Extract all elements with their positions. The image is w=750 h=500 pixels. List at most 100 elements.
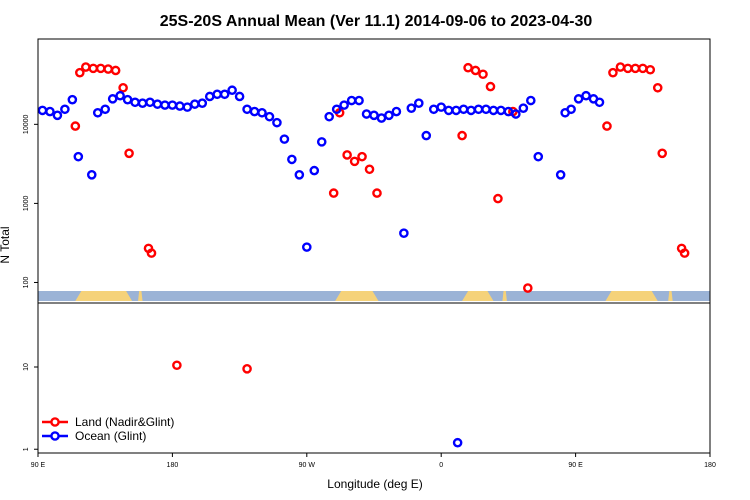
y-tick-label: 10 — [23, 363, 30, 371]
ocean-point — [369, 110, 379, 121]
ocean-point — [264, 111, 275, 122]
land-point — [602, 121, 612, 131]
ocean-point — [466, 105, 476, 116]
ocean-point — [45, 106, 55, 117]
ocean-point — [272, 117, 282, 128]
land-point — [470, 65, 481, 76]
legend-label: Ocean (Glint) — [75, 429, 146, 443]
ocean-point — [354, 95, 364, 106]
land-mask-segment — [462, 291, 494, 301]
ocean-point — [488, 105, 499, 116]
legend: Land (Nadir&Glint)Ocean (Glint) — [42, 415, 174, 443]
land-mask-segment — [668, 291, 673, 301]
ocean-point — [309, 165, 320, 176]
land-point — [523, 283, 533, 293]
ocean-point — [249, 106, 260, 117]
x-tick-label: 180 — [704, 462, 716, 469]
y-tick-label: 10000 — [23, 114, 30, 134]
ocean-point — [331, 104, 342, 115]
land-mask-segment — [502, 291, 507, 301]
ocean-point — [566, 104, 576, 115]
ocean-point — [175, 101, 185, 111]
ocean-point — [279, 134, 290, 144]
ocean-point — [107, 94, 118, 104]
x-axis-label: Longitude (deg E) — [327, 477, 422, 491]
y-tick-label: 100 — [23, 277, 30, 289]
ocean-point — [219, 89, 230, 100]
ocean-point — [145, 97, 155, 108]
ocean-point — [384, 110, 394, 121]
x-tick-label: 180 — [167, 462, 179, 469]
land-point — [103, 64, 113, 74]
ocean-point — [452, 437, 463, 448]
ocean-point — [294, 169, 305, 180]
land-point — [630, 63, 641, 74]
ocean-point — [436, 102, 447, 112]
ocean-point — [458, 104, 469, 115]
ocean-point — [100, 104, 110, 115]
ocean-point — [204, 91, 215, 102]
land-point — [652, 82, 663, 93]
ocean-point — [234, 91, 245, 102]
ocean-point — [451, 105, 461, 116]
ocean-point — [581, 90, 591, 101]
ocean-point — [481, 104, 491, 115]
land-point — [638, 63, 648, 74]
ocean-point — [511, 109, 521, 119]
ocean-point — [189, 99, 200, 109]
ocean-point — [167, 100, 178, 110]
land-point — [110, 65, 121, 76]
land-point — [463, 62, 473, 73]
land-point — [608, 67, 618, 78]
land-mask — [38, 291, 710, 301]
ocean-point — [242, 104, 252, 115]
land-point — [118, 82, 128, 93]
land-point — [342, 150, 352, 160]
land-point — [372, 188, 382, 198]
land-point — [349, 156, 360, 167]
y-tick-label: 1 — [23, 447, 30, 451]
ocean-point — [182, 102, 193, 112]
land-mask-segment — [138, 291, 143, 301]
ocean-point — [594, 97, 605, 108]
ocean-point — [555, 169, 566, 180]
land-point — [657, 148, 668, 159]
x-tick-label: 90 W — [299, 462, 316, 469]
land-point — [75, 67, 85, 78]
land-point — [357, 151, 367, 162]
ocean-point — [137, 98, 148, 109]
land-mask-segment — [75, 291, 133, 301]
ocean-point — [421, 130, 432, 141]
ocean-point — [376, 113, 387, 123]
ocean-point — [86, 169, 97, 180]
ocean-point — [399, 228, 409, 238]
chart-title: 25S-20S Annual Mean (Ver 11.1) 2014-09-0… — [160, 13, 593, 30]
land-point — [95, 63, 106, 74]
legend-marker — [50, 417, 60, 427]
ocean-point — [212, 89, 222, 100]
legend-marker — [50, 431, 60, 441]
land-point — [645, 64, 656, 75]
land-point — [124, 148, 134, 159]
ocean-point — [573, 94, 584, 104]
land-point — [457, 130, 467, 141]
ocean-point — [391, 106, 402, 117]
ocean-point — [92, 107, 103, 118]
legend-label: Land (Nadir&Glint) — [75, 415, 174, 429]
ocean-point — [518, 103, 529, 113]
upper-panel: 100 1000 10000 — [23, 62, 690, 293]
ocean-point — [526, 95, 536, 106]
ocean-point — [361, 109, 372, 119]
land-point — [493, 193, 503, 204]
land-point — [328, 188, 339, 198]
ocean-point — [316, 137, 327, 147]
land-point — [679, 248, 690, 258]
ocean-point — [122, 94, 133, 105]
ocean-point — [473, 104, 484, 115]
ocean-point — [37, 105, 48, 116]
ocean-point — [443, 105, 454, 116]
land-point — [615, 62, 626, 72]
ocean-point — [257, 107, 267, 118]
ocean-point — [339, 100, 349, 110]
